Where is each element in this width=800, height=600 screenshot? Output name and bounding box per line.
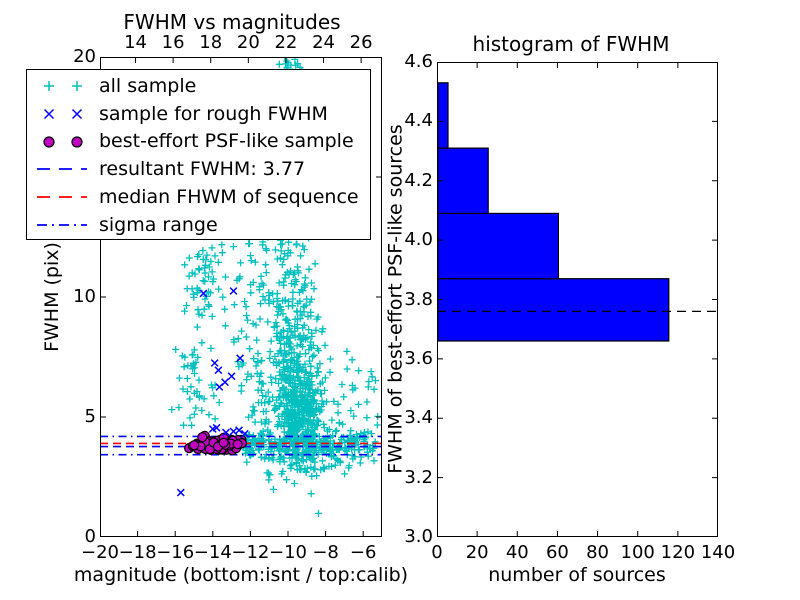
scatter-x-tick-label: −14 [193,542,232,563]
legend-entry-resultant-fwhm: resultant FWHM: 3.77 [33,155,370,183]
scatter-title: FWHM vs magnitudes [123,10,341,34]
histogram-tick-marks [437,62,718,537]
psf-like-point [218,437,229,448]
scatter-y-tick-label: 5 [84,406,96,427]
histogram-y-tick-label: 4.0 [404,229,433,251]
histogram-x-tick-label: 140 [700,542,736,563]
scatter-tick-marks [100,57,381,537]
dashdot-line-icon [33,211,91,239]
plus-marker-icon [33,72,91,100]
histogram-x-tick-label: 100 [620,542,655,563]
histogram-x-tick-label: 120 [660,542,696,563]
scatter-top-tick-label: 24 [312,32,335,53]
histogram-y-tick-label: 4.6 [404,51,433,72]
histogram-y-tick-label: 3.4 [404,407,433,429]
blue-dashed-line-icon [33,155,91,183]
histogram-bar [437,278,670,342]
legend-box: all sample sample for rough FWHM best-ef… [26,69,371,240]
scatter-x-tick-label: −10 [269,542,307,563]
legend-entry-psf-sample: best-effort PSF-like sample [33,128,370,156]
scatter-y-tick-label: 20 [73,46,96,67]
histogram-title: histogram of FWHM [472,32,670,56]
scatter-x-tick-label: −20 [81,542,119,563]
histogram-xlabel: number of sources [488,564,666,586]
histogram-y-tick-label: 3.8 [404,288,433,310]
scatter-y-tick-label: 10 [73,286,96,307]
histogram-x-tick-label: 20 [465,542,489,563]
legend-entry-sigma-range: sigma range [33,211,370,239]
legend-entry-median-fwhm: median FHWM of sequence [33,183,370,211]
histogram-y-tick-label: 4.4 [404,110,433,132]
legend-entry-label: resultant FWHM: 3.77 [99,158,306,181]
scatter-x-tick-label: −18 [118,542,157,563]
scatter-x-tick-label: −8 [312,542,339,563]
psf-like-point [197,432,208,443]
histogram-y-tick-label: 3.2 [404,466,433,488]
psf-like-point [188,440,200,451]
histogram-x-tick-label: 60 [545,542,569,563]
rough-fwhm-points [176,287,249,497]
scatter-plot-canvas [100,57,382,537]
scatter-xlabel: magnitude (bottom:isnt / top:calib) [73,564,409,586]
histogram-plot-canvas [437,62,718,537]
histogram-bar [437,147,489,215]
histogram-bar [437,82,449,149]
red-dashed-line-icon [33,183,91,211]
all-sample-points [168,57,382,517]
circle-marker-icon [33,128,91,156]
legend-entry-label: all sample [99,74,197,97]
scatter-top-tick-label: 26 [349,32,373,53]
psf-like-point [232,439,243,450]
histogram-axes-frame [437,62,718,537]
legend-entry-label: best-effort PSF-like sample [99,130,354,153]
scatter-top-tick-label: 16 [161,32,185,53]
scatter-x-tick-label: −6 [349,542,377,563]
scatter-axes-frame [100,57,382,537]
scatter-top-tick-label: 22 [274,32,298,53]
histogram-x-tick-label: 80 [586,542,610,563]
legend-entry-label: sample for rough FWHM [99,102,328,125]
histogram-y-tick-label: 4.2 [404,169,433,191]
histogram-y-tick-label: 3.6 [404,347,433,369]
scatter-top-tick-label: 18 [199,32,223,53]
histogram-x-tick-label: 0 [431,542,443,563]
scatter-top-tick-label: 20 [236,32,260,53]
legend-entry-all-sample: all sample [33,72,370,100]
scatter-x-tick-label: −16 [156,542,195,563]
histogram-x-tick-label: 40 [505,542,529,563]
histogram-bar [437,212,560,280]
legend-entry-rough-fwhm: sample for rough FWHM [33,100,370,128]
scatter-x-tick-label: −12 [231,542,270,563]
x-marker-icon [33,100,91,128]
scatter-top-tick-label: 14 [124,32,147,53]
legend-entry-label: sigma range [99,213,218,236]
scatter-y-tick-label: 0 [84,526,96,547]
legend-entry-label: median FHWM of sequence [99,186,359,209]
histogram-y-tick-label: 3.0 [404,526,433,547]
